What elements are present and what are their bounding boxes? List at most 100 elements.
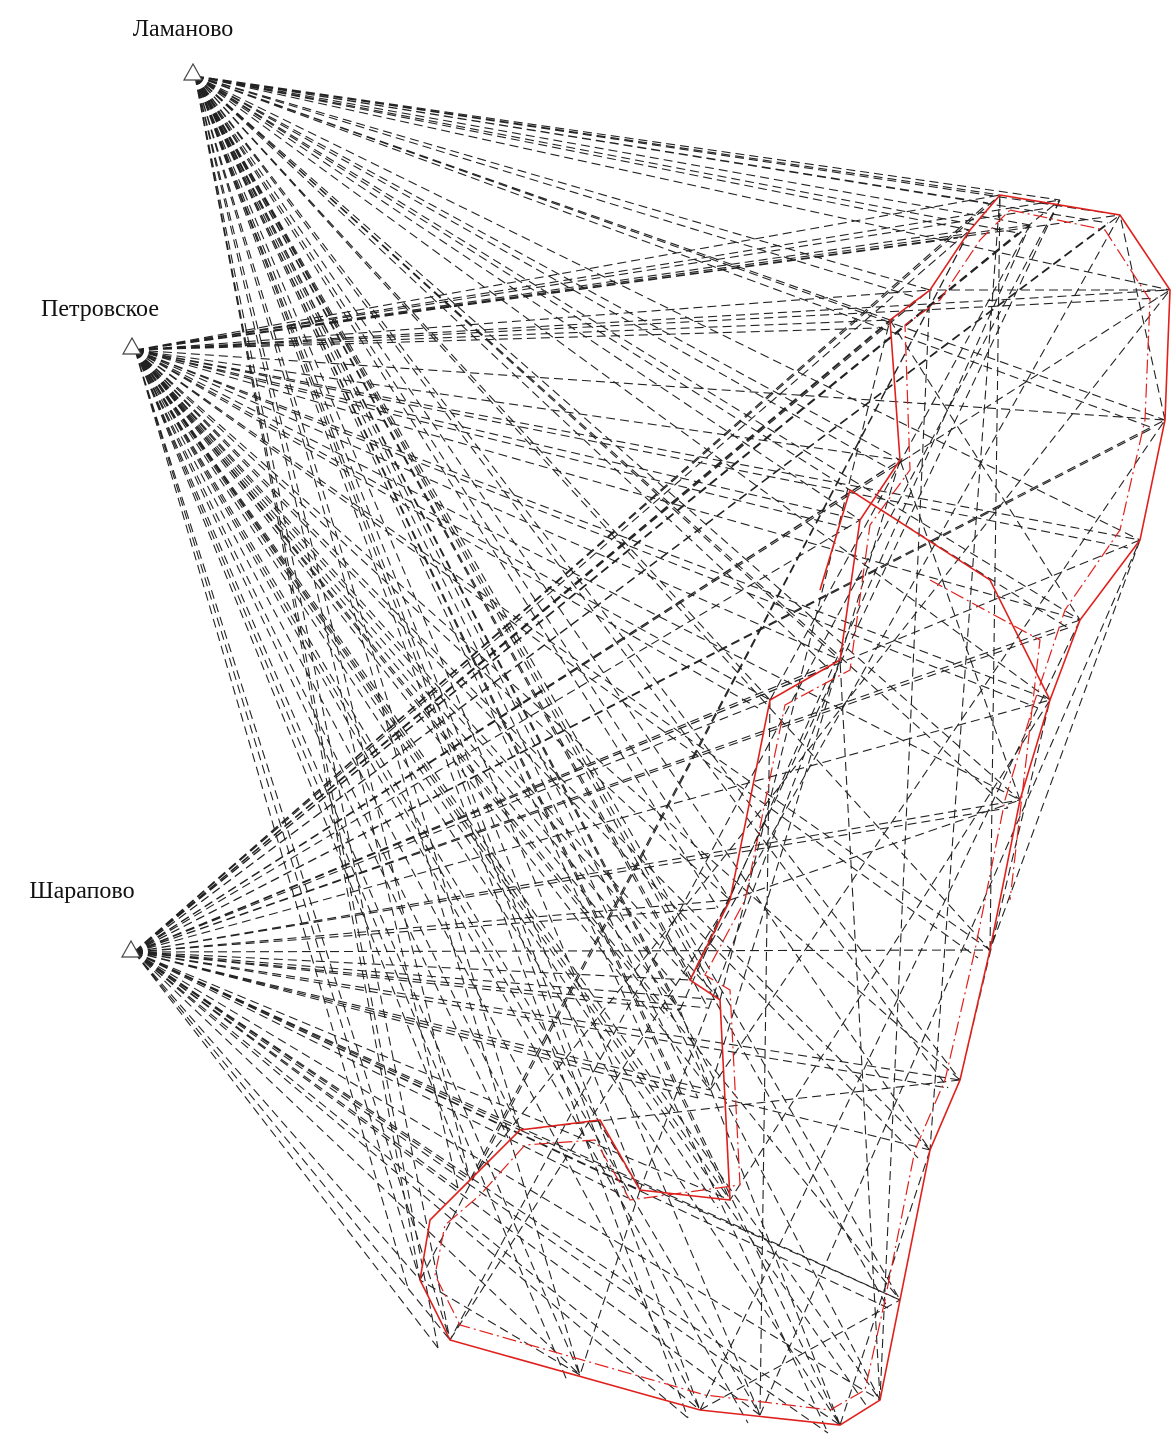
building-wing [929, 579, 1041, 901]
sight-line [194, 75, 949, 1089]
sight-line [133, 232, 1019, 953]
sight-line [194, 75, 731, 901]
sight-line [194, 75, 699, 1099]
sight-line [133, 949, 991, 953]
sight-line [134, 349, 931, 1151]
sight-line [134, 349, 771, 701]
sight-line [133, 951, 459, 1189]
sight-line [133, 202, 989, 953]
sight-line [699, 619, 1081, 1411]
sight-line [134, 349, 719, 1209]
sight-line [194, 75, 629, 1199]
sight-line [134, 349, 1039, 709]
sight-line [194, 75, 459, 1189]
sight-line [449, 199, 1061, 1341]
sight-line [133, 951, 949, 1089]
sight-line [989, 539, 1141, 951]
sight-line [194, 75, 1121, 216]
sight-line [133, 951, 961, 1081]
sight-line [194, 75, 1171, 291]
sight-line [134, 349, 641, 1191]
sight-line [469, 289, 1171, 1181]
sight-line [134, 199, 1061, 351]
sight-line [194, 75, 889, 469]
sight-line [133, 951, 439, 1349]
sight-line [194, 75, 451, 1341]
sight-line [929, 194, 1001, 1151]
sight-line [133, 951, 681, 1011]
sight-line [133, 467, 889, 953]
station-marker [121, 336, 143, 355]
sight-line [134, 349, 1051, 701]
sight-line [194, 75, 901, 461]
sight-line [194, 75, 771, 701]
sight-line [194, 75, 711, 1091]
sight-line [133, 214, 1121, 953]
sight-line [133, 951, 841, 1426]
sight-line [133, 907, 719, 953]
sight-line [134, 289, 1171, 351]
sight-line [194, 75, 881, 1401]
sight-line [194, 75, 681, 1011]
sight-line [133, 539, 1141, 953]
sight-line [134, 349, 409, 1289]
sight-line [134, 349, 521, 1131]
sight-line [134, 349, 901, 461]
sight-line [729, 799, 1021, 901]
sight-line [134, 349, 749, 1424]
sight-line [194, 75, 761, 1416]
sight-line [579, 1189, 641, 1376]
sight-line [134, 229, 971, 351]
sight-line [194, 75, 421, 1281]
sight-line [133, 951, 629, 1199]
sight-line [709, 459, 901, 1091]
sight-line [133, 951, 451, 1341]
sight-line [194, 75, 581, 1376]
sight-line [134, 349, 961, 1081]
sight-line [133, 427, 1154, 953]
sight-line [449, 899, 731, 1341]
station-marker [182, 62, 204, 81]
sight-line [959, 699, 1051, 1081]
sight-line [134, 349, 1081, 621]
sight-line [194, 75, 1141, 541]
sight-line [133, 951, 701, 1411]
sight-line [194, 75, 701, 1411]
sight-line [133, 807, 1009, 953]
sight-line [133, 222, 1109, 953]
sight-line [133, 951, 829, 1434]
sight-line [133, 627, 1069, 953]
sight-line [729, 699, 1051, 1201]
sight-line [134, 349, 509, 1139]
sight-line [134, 237, 959, 351]
sight-line [133, 951, 691, 981]
sight-line [194, 75, 861, 521]
sight-line [134, 349, 701, 1411]
station-marker [120, 939, 142, 958]
sight-line [194, 75, 1109, 224]
sight-line [194, 75, 1021, 801]
sight-line [759, 699, 771, 1416]
sight-line [134, 349, 1021, 801]
sight-line [769, 224, 1031, 701]
sight-line [134, 349, 919, 1159]
sight-line [133, 951, 901, 1301]
sight-line [194, 75, 841, 661]
sight-line [194, 75, 691, 981]
sight-line [134, 349, 759, 709]
sight-line [134, 349, 1141, 541]
sight-line [134, 349, 581, 1376]
sight-line [134, 349, 841, 1426]
sight-line [134, 349, 421, 1281]
sight-line [133, 951, 731, 1201]
sight-line [679, 1009, 841, 1426]
sight-line [194, 75, 1061, 201]
sight-line [519, 1129, 901, 1301]
sight-line [134, 349, 471, 1181]
sight-line [679, 224, 1031, 1011]
sight-line [134, 349, 841, 661]
sight-line [134, 349, 711, 1091]
sight-line [133, 951, 761, 1416]
sight-line [133, 899, 731, 953]
station-label: Петровское [41, 296, 159, 322]
